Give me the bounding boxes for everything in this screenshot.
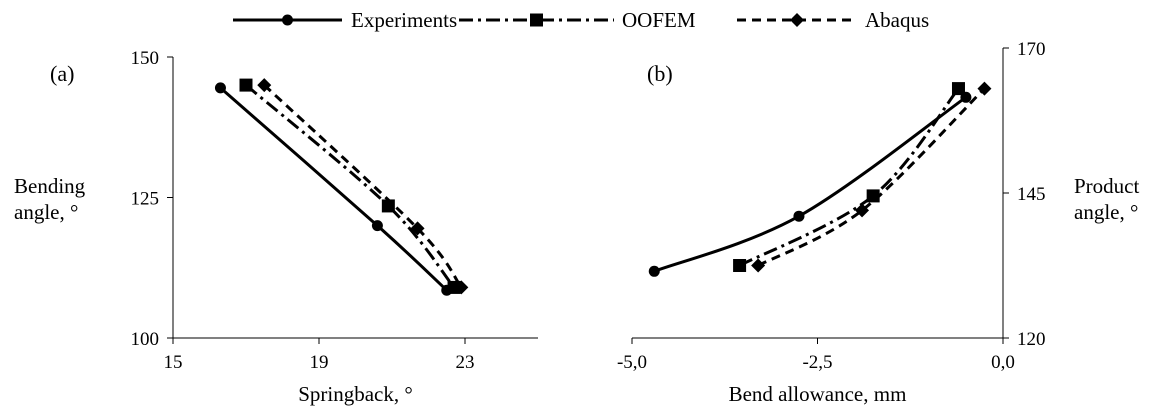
x-tick-label-a: 19 bbox=[310, 352, 329, 373]
legend-label-abaqus: Abaqus bbox=[865, 8, 929, 32]
data-point-experiments-a bbox=[214, 82, 226, 94]
panel-label-b: (b) bbox=[647, 61, 673, 86]
y-tick-label-b: 145 bbox=[1017, 184, 1046, 205]
series-line-abaqus-b bbox=[757, 87, 986, 267]
series-line-oofem-b bbox=[738, 87, 960, 267]
legend-label-experiments: Experiments bbox=[351, 8, 457, 32]
data-point-abaqus-a bbox=[257, 78, 272, 93]
data-point-abaqus-a bbox=[410, 221, 425, 236]
legend-marker-experiments bbox=[282, 14, 293, 26]
data-point-experiments-a bbox=[371, 220, 383, 232]
data-point-abaqus-b bbox=[855, 203, 870, 218]
x-axis-title-b: Bend allowance, mm bbox=[729, 382, 907, 406]
y-axis-title-b: Product angle, ° bbox=[1074, 174, 1139, 224]
y-axis-title-a: Bending angle, ° bbox=[14, 174, 86, 224]
legend-marker-abaqus bbox=[790, 13, 804, 27]
series-line-abaqus-a bbox=[263, 84, 463, 289]
data-point-experiments-b bbox=[648, 265, 660, 277]
x-tick-label-b: -2,5 bbox=[802, 352, 832, 373]
panel-a-springback-chart: 15 19 23 100 125 150 (a) Springback, ° Bending an… bbox=[14, 48, 538, 406]
series-line-oofem-a bbox=[245, 83, 456, 289]
x-tick-label-b: -5,0 bbox=[617, 352, 647, 373]
y-tick-label-a: 150 bbox=[131, 48, 160, 69]
data-point-abaqus-b bbox=[977, 81, 992, 96]
x-tick-label-b: 0,0 bbox=[991, 352, 1015, 373]
series-line-experiments-b bbox=[653, 96, 967, 273]
y-tick-label-a: 100 bbox=[131, 329, 160, 350]
legend-label-oofem: OOFEM bbox=[622, 8, 696, 32]
data-point-oofem-a bbox=[447, 280, 461, 294]
y-tick-label-b: 170 bbox=[1017, 39, 1046, 60]
y-tick-label-a: 125 bbox=[131, 189, 160, 210]
x-tick-label-a: 23 bbox=[456, 352, 475, 373]
legend-marker-oofem bbox=[530, 13, 543, 27]
x-axis-title-a: Springback, ° bbox=[298, 382, 413, 406]
data-point-oofem-b bbox=[733, 259, 747, 272]
data-point-experiments-b bbox=[793, 210, 805, 222]
data-point-abaqus-b bbox=[751, 258, 766, 273]
y-tick-label-b: 120 bbox=[1017, 329, 1046, 350]
data-point-abaqus-a bbox=[454, 280, 469, 295]
data-point-oofem-b bbox=[951, 82, 965, 96]
x-tick-label-a: 15 bbox=[164, 352, 183, 373]
panel-label-a: (a) bbox=[50, 61, 74, 86]
data-point-oofem-a bbox=[239, 78, 253, 92]
series-line-experiments-a bbox=[219, 86, 448, 292]
legend: Experiments OOFEM Abaqus bbox=[233, 8, 929, 32]
